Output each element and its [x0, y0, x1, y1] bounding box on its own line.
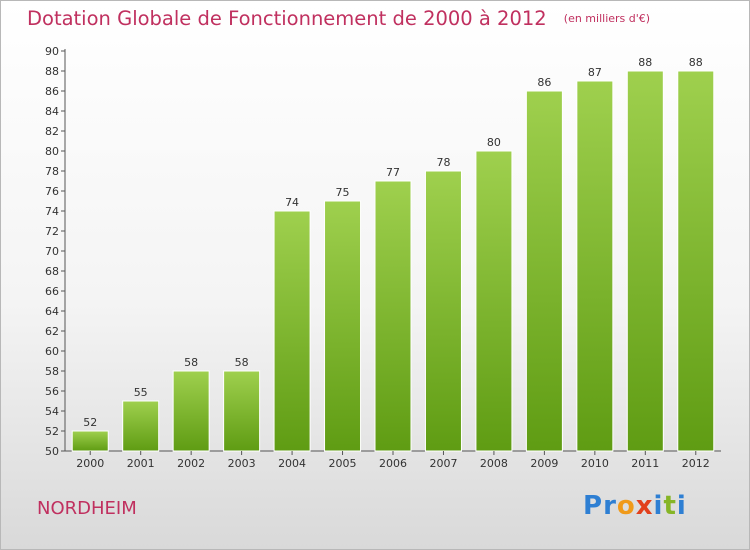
- x-tick-label: 2011: [631, 457, 659, 470]
- x-tick-label: 2007: [429, 457, 457, 470]
- x-tick-label: 2010: [581, 457, 609, 470]
- y-tick-label: 88: [45, 65, 59, 78]
- y-tick-label: 80: [45, 145, 59, 158]
- value-label: 58: [235, 356, 249, 369]
- bar: [626, 70, 664, 452]
- logo-letter: r: [603, 491, 617, 521]
- chart-title: Dotation Globale de Fonctionnement de 20…: [27, 7, 547, 30]
- value-label: 88: [689, 56, 703, 69]
- proxiti-logo: Proxiti: [583, 491, 687, 521]
- bar: [122, 400, 160, 452]
- x-tick-label: 2000: [76, 457, 104, 470]
- logo-letter: i: [676, 491, 687, 521]
- y-tick-label: 82: [45, 125, 59, 138]
- value-label: 86: [537, 76, 551, 89]
- bar: [172, 370, 210, 452]
- bar: [424, 170, 462, 452]
- y-tick-label: 52: [45, 425, 59, 438]
- value-label: 74: [285, 196, 299, 209]
- bar: [71, 430, 109, 452]
- y-tick-label: 78: [45, 165, 59, 178]
- x-tick-label: 2008: [480, 457, 508, 470]
- value-label: 52: [83, 416, 97, 429]
- bar: [324, 200, 362, 452]
- y-tick-label: 58: [45, 365, 59, 378]
- y-tick-label: 56: [45, 385, 59, 398]
- bar: [223, 370, 261, 452]
- y-tick-label: 70: [45, 245, 59, 258]
- x-tick-label: 2004: [278, 457, 306, 470]
- y-tick-label: 64: [45, 305, 59, 318]
- x-tick-label: 2006: [379, 457, 407, 470]
- y-tick-label: 62: [45, 325, 59, 338]
- x-tick-label: 2009: [530, 457, 558, 470]
- x-tick-label: 2003: [228, 457, 256, 470]
- y-tick-label: 84: [45, 105, 59, 118]
- logo-letter: x: [635, 491, 654, 521]
- x-tick-label: 2001: [127, 457, 155, 470]
- y-tick-label: 86: [45, 85, 59, 98]
- bar: [273, 210, 311, 452]
- x-tick-label: 2005: [329, 457, 357, 470]
- x-tick-label: 2002: [177, 457, 205, 470]
- y-tick-label: 50: [45, 445, 59, 458]
- x-tick-label: 2012: [682, 457, 710, 470]
- bar: [475, 150, 513, 452]
- value-label: 77: [386, 166, 400, 179]
- value-label: 80: [487, 136, 501, 149]
- bar: [525, 90, 563, 452]
- y-tick-label: 60: [45, 345, 59, 358]
- logo-letter: P: [583, 491, 604, 521]
- y-tick-label: 54: [45, 405, 59, 418]
- y-tick-label: 68: [45, 265, 59, 278]
- value-label: 58: [184, 356, 198, 369]
- y-tick-label: 74: [45, 205, 59, 218]
- y-tick-label: 72: [45, 225, 59, 238]
- value-label: 75: [336, 186, 350, 199]
- chart-unit: (en milliers d'€): [563, 12, 651, 25]
- y-tick-label: 66: [45, 285, 59, 298]
- value-label: 87: [588, 66, 602, 79]
- bar: [576, 80, 614, 452]
- bar: [677, 70, 715, 452]
- y-tick-label: 76: [45, 185, 59, 198]
- value-label: 78: [436, 156, 450, 169]
- logo-letter: i: [653, 491, 664, 521]
- logo-letter: t: [663, 491, 677, 521]
- title-row: Dotation Globale de Fonctionnement de 20…: [27, 7, 650, 30]
- value-label: 88: [638, 56, 652, 69]
- value-label: 55: [134, 386, 148, 399]
- commune-name: NORDHEIM: [37, 498, 137, 519]
- y-tick-label: 90: [45, 45, 59, 58]
- logo-letter: o: [616, 491, 636, 521]
- bar: [374, 180, 412, 452]
